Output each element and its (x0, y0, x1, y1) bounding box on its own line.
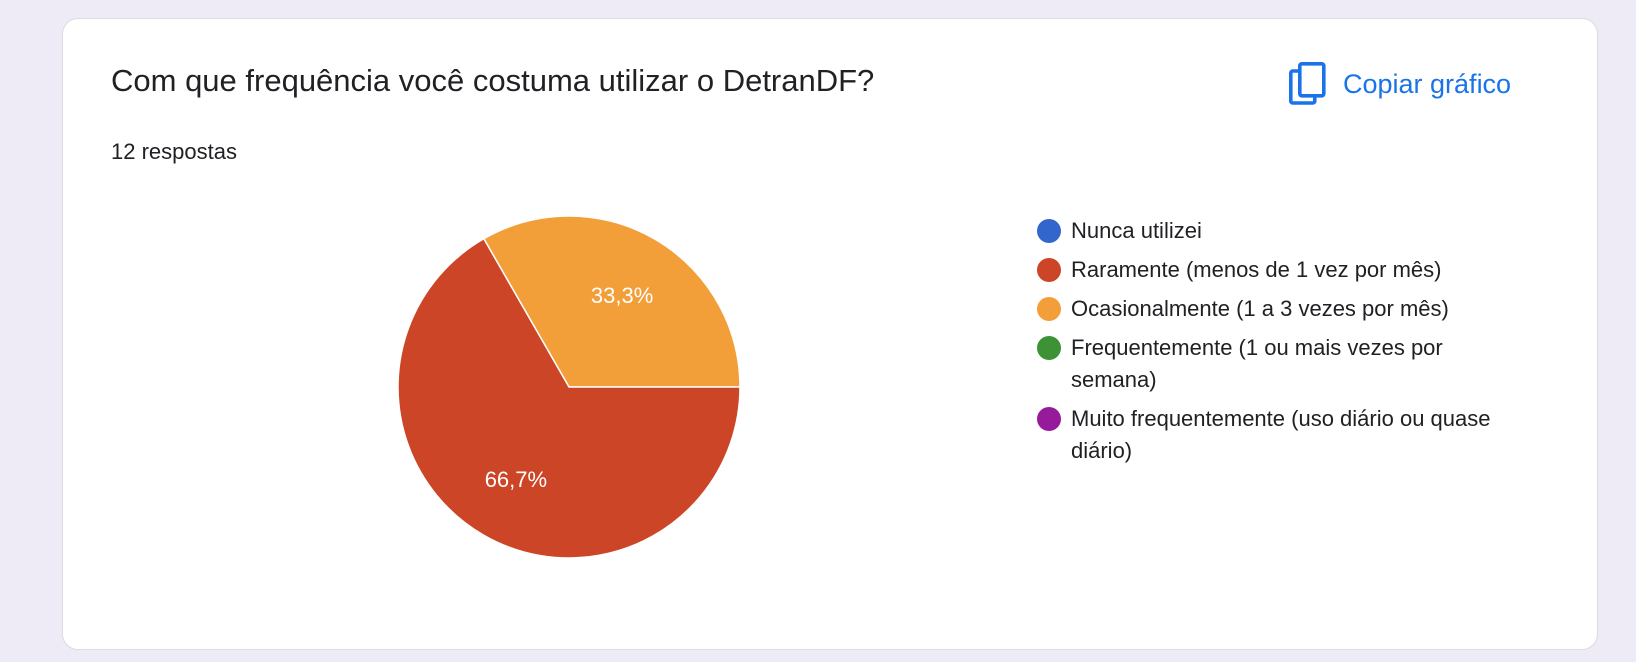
slice-label-raramente-menos-de-1-vez-por-mes: 66,7% (485, 467, 547, 492)
pie-slice-raramente-menos-de-1-vez-por-mes[interactable] (397, 237, 741, 559)
pie-labels: 33,3% 66,7% (485, 283, 654, 492)
response-count: 12 respostas (111, 139, 237, 164)
slice-label-ocasionalmente-1-a-3-vezes-por-mes: 33,3% (591, 283, 653, 308)
question-title: Com que frequência você costuma utilizar… (111, 63, 875, 98)
legend-swatch (1037, 336, 1061, 360)
legend-swatch (1037, 407, 1061, 431)
chart-legend: Nunca utilizei Raramente (menos de 1 vez … (1037, 215, 1507, 474)
pie-slices (397, 215, 741, 559)
legend-item-nunca-utilizei[interactable]: Nunca utilizei (1037, 215, 1507, 247)
legend-swatch (1037, 219, 1061, 243)
legend-item-muito-frequentemente-uso-diario-ou-quase-diario[interactable]: Muito frequentemente (uso diário ou quas… (1037, 403, 1507, 467)
legend-label: Raramente (menos de 1 vez por mês) (1071, 257, 1442, 282)
legend-item-ocasionalmente-1-a-3-vezes-por-mes[interactable]: Ocasionalmente (1 a 3 vezes por mês) (1037, 293, 1507, 325)
legend-swatch (1037, 297, 1061, 321)
legend-label: Nunca utilizei (1071, 218, 1202, 243)
legend-label: Frequentemente (1 ou mais vezes por sema… (1071, 335, 1443, 392)
legend-label: Muito frequentemente (uso diário ou quas… (1071, 406, 1491, 463)
pie-chart: 33,3% 66,7% (397, 215, 741, 559)
legend-item-raramente-menos-de-1-vez-por-mes[interactable]: Raramente (menos de 1 vez por mês) (1037, 254, 1507, 286)
copy-chart-label: Copiar gráfico (1343, 68, 1512, 99)
legend-swatch (1037, 258, 1061, 282)
copy-chart-button[interactable]: Copiar gráfico (1289, 59, 1511, 109)
chart-card: Com que frequência você costuma utilizar… (62, 18, 1598, 650)
legend-label: Ocasionalmente (1 a 3 vezes por mês) (1071, 296, 1449, 321)
copy-icon (1289, 62, 1326, 105)
legend-item-frequentemente-1-ou-mais-vezes-por-semana[interactable]: Frequentemente (1 ou mais vezes por sema… (1037, 332, 1507, 396)
pie-slice-ocasionalmente-1-a-3-vezes-por-mes[interactable] (482, 215, 741, 388)
